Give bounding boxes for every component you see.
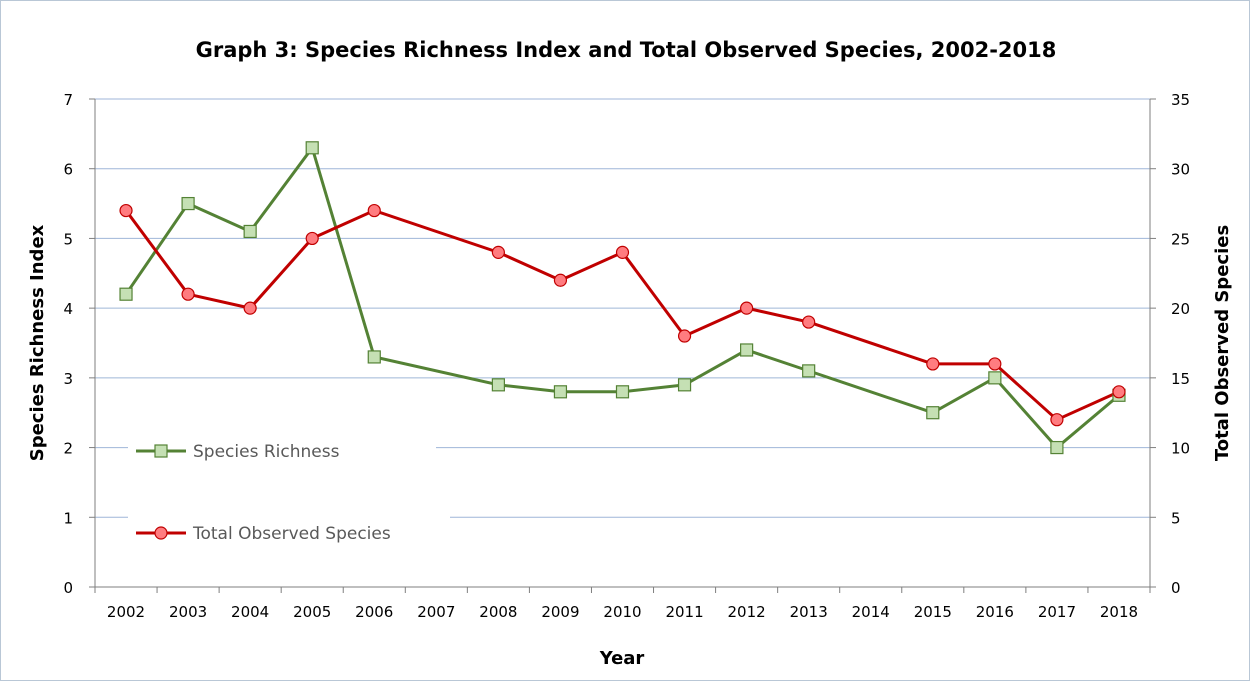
legend: Species Richness Total Observed Species	[128, 434, 450, 550]
data-point-square	[740, 343, 754, 357]
data-point-circle	[988, 357, 1002, 371]
x-tick-label: 2016	[976, 603, 1014, 621]
y-right-tick-label: 15	[1171, 370, 1190, 388]
series-lines	[124, 146, 1120, 450]
y-left-tick-label: 0	[63, 579, 73, 597]
y-axis-right-title: Total Observed Species	[1212, 225, 1233, 461]
data-point-square	[677, 378, 692, 392]
x-tick-label: 2003	[169, 603, 207, 621]
y-right-tick-label: 25	[1171, 230, 1190, 248]
y-axis-left-title: Species Richness Index	[27, 224, 48, 461]
data-point-square	[615, 385, 630, 399]
y-left-tick-label: 4	[63, 300, 73, 318]
legend-marker-square	[154, 444, 168, 458]
data-point-circle	[677, 329, 692, 343]
y-left-tick-label: 2	[63, 440, 73, 458]
y-left-tick-label: 3	[63, 370, 73, 388]
y-right-tick-label: 20	[1171, 300, 1190, 318]
x-tick-label: 2018	[1100, 603, 1138, 621]
legend-label: Total Observed Species	[192, 524, 391, 544]
data-point-circle	[1112, 385, 1126, 399]
x-tick-label: 2007	[417, 603, 455, 621]
series-line-1	[124, 146, 1120, 450]
data-point-circle	[491, 245, 505, 259]
x-tick-label: 2002	[107, 603, 145, 621]
data-point-circle	[740, 301, 754, 315]
axes	[89, 98, 1156, 593]
data-point-square	[802, 364, 816, 378]
data-point-circle	[119, 203, 133, 218]
x-tick-label: 2017	[1038, 603, 1076, 621]
x-tick-label: 2013	[790, 603, 828, 621]
data-point-square	[1050, 440, 1064, 455]
data-point-square	[491, 378, 505, 392]
y-right-tick-label: 35	[1171, 91, 1190, 109]
y-right-tick-label: 5	[1171, 509, 1181, 527]
data-point-square	[119, 287, 133, 301]
data-point-circle	[802, 315, 816, 329]
x-tick-label: 2004	[231, 603, 269, 621]
data-point-square	[367, 350, 381, 364]
x-tick-label: 2011	[665, 603, 703, 621]
data-point-square	[181, 196, 195, 211]
data-point-circle	[305, 231, 319, 246]
x-tick-label: 2015	[914, 603, 952, 621]
data-point-circle	[367, 203, 381, 218]
legend-label: Species Richness	[193, 442, 340, 462]
x-tick-label: 2005	[293, 603, 331, 621]
data-point-circle	[243, 301, 257, 315]
x-tick-label: 2008	[479, 603, 517, 621]
data-point-square	[926, 406, 940, 420]
y-left-tick-label: 5	[63, 230, 73, 248]
x-tick-label: 2010	[603, 603, 641, 621]
data-point-square	[988, 371, 1002, 385]
data-point-square	[243, 224, 257, 239]
series-markers	[119, 141, 1126, 455]
y-right-tick-label: 30	[1171, 161, 1190, 179]
data-point-circle	[926, 357, 940, 371]
data-point-circle	[181, 287, 195, 301]
data-point-square	[553, 385, 568, 399]
data-point-square	[305, 141, 319, 155]
y-left-tick-label: 6	[63, 161, 73, 179]
x-tick-label: 2006	[355, 603, 393, 621]
x-tick-label: 2009	[541, 603, 579, 621]
legend-marker-circle	[154, 526, 168, 540]
y-left-tick-label: 7	[63, 91, 73, 109]
chart-title: Graph 3: Species Richness Index and Tota…	[196, 38, 1057, 62]
x-tick-label: 2014	[852, 603, 890, 621]
data-point-circle	[553, 273, 568, 287]
y-right-tick-label: 0	[1171, 579, 1181, 597]
y-right-tick-label: 10	[1171, 440, 1190, 458]
x-tick-label: 2012	[728, 603, 766, 621]
tick-labels: 2002 2003 2004 2005 2006 2007 2008 2009 2010 2011…	[63, 91, 1190, 621]
x-axis-title: Year	[599, 648, 645, 669]
y-left-tick-label: 1	[63, 509, 73, 527]
data-point-circle	[615, 245, 630, 259]
data-point-circle	[1050, 413, 1064, 427]
